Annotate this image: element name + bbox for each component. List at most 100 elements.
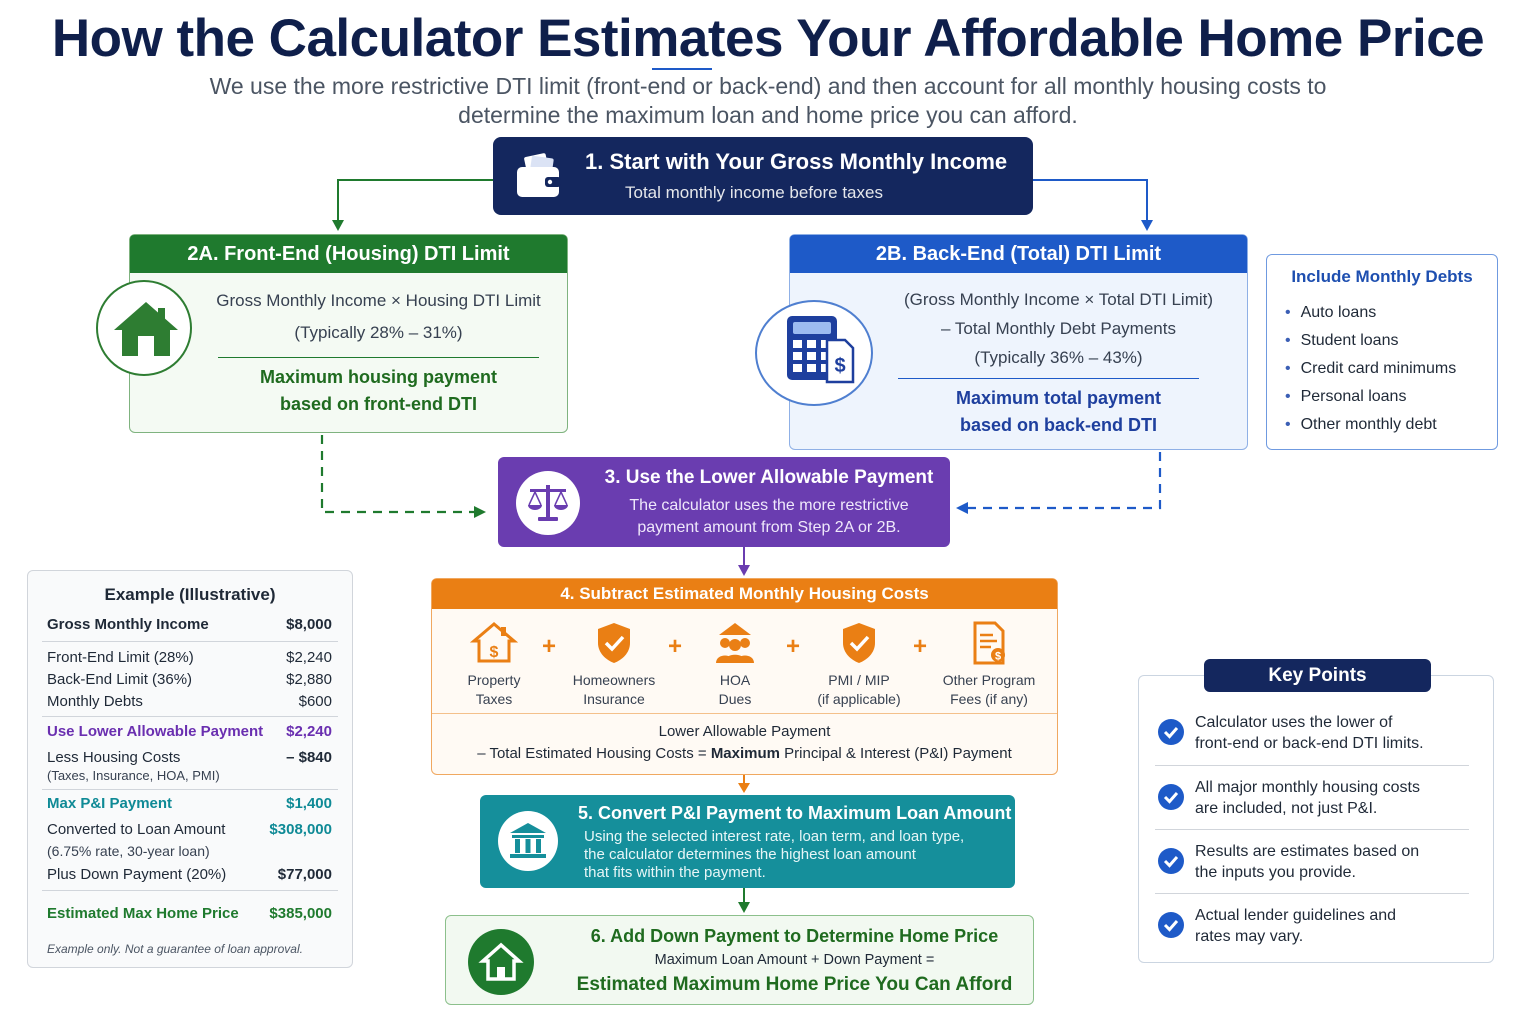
key-point-line1: Actual lender guidelines and <box>1195 907 1397 924</box>
key-point-item: Calculator uses the lower of front-end or… <box>1157 712 1469 772</box>
example-label: Less Housing Costs <box>47 749 181 766</box>
key-points-divider <box>1155 765 1469 766</box>
key-point-line2: front-end or back-end DTI limits. <box>1195 735 1424 752</box>
step2a-result-line2: based on front-end DTI <box>280 394 477 414</box>
debts-heading: Include Monthly Debts <box>1291 267 1473 286</box>
check-circle-icon <box>1158 719 1184 745</box>
plus-sign: + <box>786 633 801 660</box>
example-value: $1,400 <box>286 795 332 812</box>
example-label: Max P&I Payment <box>47 795 173 812</box>
cost-line2: Taxes <box>475 691 513 707</box>
step4-formula-prefix: – Total Estimated Housing Costs = <box>477 745 711 762</box>
page-subtitle: We use the more restrictive DTI limit (f… <box>209 73 1327 128</box>
key-point-line2: the inputs you provide. <box>1195 864 1356 881</box>
step3-icon-circle <box>516 471 580 535</box>
step2a-divider <box>218 357 539 358</box>
example-value: $2,240 <box>286 723 332 740</box>
check-circle-icon <box>1158 784 1184 810</box>
example-value: $600 <box>298 693 332 710</box>
example-row-debts: Monthly Debts $600 <box>47 693 332 710</box>
example-label: Use Lower Allowable Payment <box>47 723 264 740</box>
step2a-icon-circle <box>96 280 192 376</box>
cost-item-property-taxes: $ Property Taxes <box>434 621 554 709</box>
step2b-range: (Typically 36% – 43%) <box>974 348 1143 367</box>
svg-text:$: $ <box>834 355 845 377</box>
cost-item-homeowners-insurance: Homeowners Insurance <box>554 621 674 709</box>
step4-formula-line1: Lower Allowable Payment <box>658 723 831 740</box>
debts-list: Auto loans Student loans Credit card min… <box>1267 299 1497 439</box>
example-costs-sub: (Taxes, Insurance, HOA, PMI) <box>47 768 220 783</box>
step3-heading: 3. Use the Lower Allowable Payment <box>604 467 934 488</box>
shield-check-icon <box>598 623 630 663</box>
cost-line2: (if applicable) <box>817 691 901 707</box>
plus-sign: + <box>913 633 928 660</box>
step6-formula: Maximum Loan Amount + Down Payment = <box>654 952 935 968</box>
step6-heading: 6. Add Down Payment to Determine Home Pr… <box>590 926 999 946</box>
step6-result: Estimated Maximum Home Price You Can Aff… <box>576 974 1013 995</box>
step2a-heading: 2A. Front-End (Housing) DTI Limit <box>130 235 567 273</box>
cost-line1: Property <box>467 672 521 688</box>
example-row-loan: Converted to Loan Amount $308,000 <box>47 821 332 838</box>
example-value: $2,880 <box>286 671 332 688</box>
step4-divider <box>432 713 1057 714</box>
cost-item-hoa-dues: HOA Dues <box>675 621 795 709</box>
key-points-divider <box>1155 829 1469 830</box>
example-row-down: Plus Down Payment (20%) $77,000 <box>47 866 332 883</box>
cost-line1: PMI / MIP <box>828 672 890 688</box>
key-point-line2: are included, not just P&I. <box>1195 800 1378 817</box>
example-divider <box>42 641 338 642</box>
property-tax-icon: $ <box>470 622 518 663</box>
step2b-heading: 2B. Back-End (Total) DTI Limit <box>790 235 1247 273</box>
scale-icon <box>528 485 568 521</box>
cost-line1: Homeowners <box>572 672 656 688</box>
example-label: Gross Monthly Income <box>47 616 209 633</box>
plus-sign: + <box>668 633 683 660</box>
example-heading: Example (Illustrative) <box>104 585 276 604</box>
key-point-item: All major monthly housing costs are inclu… <box>1157 777 1469 837</box>
example-label: Plus Down Payment (20%) <box>47 866 227 883</box>
step6-box: 6. Add Down Payment to Determine Home Pr… <box>445 915 1034 1005</box>
debt-item: Personal loans <box>1285 383 1497 411</box>
document-fee-icon: $ <box>973 621 1005 665</box>
step1-heading: 1. Start with Your Gross Monthly Income <box>585 149 1008 174</box>
key-point-item: Results are estimates based on the inputs… <box>1157 841 1469 901</box>
debt-item: Student loans <box>1285 327 1497 355</box>
example-row-gross: Gross Monthly Income $8,000 <box>47 616 332 633</box>
step1-box: 1. Start with Your Gross Monthly Income … <box>493 137 1033 215</box>
wallet-icon <box>517 153 561 197</box>
svg-text:$: $ <box>995 651 1001 663</box>
people-icon <box>716 623 754 663</box>
step2b-result-line1: Maximum total payment <box>955 388 1162 408</box>
example-value: $308,000 <box>269 821 332 838</box>
house-icon <box>114 302 178 356</box>
page-title: How the Calculator Estimates Your Afford… <box>51 9 1485 68</box>
step2b-formula-line1: (Gross Monthly Income × Total DTI Limit) <box>903 290 1214 309</box>
house-icon <box>478 942 524 981</box>
example-label: Monthly Debts <box>47 693 143 710</box>
step3-box: 3. Use the Lower Allowable Payment The c… <box>498 457 950 547</box>
step2b-icon-circle: $ <box>755 300 873 406</box>
debt-item: Other monthly debt <box>1285 411 1497 439</box>
key-points-divider <box>1155 893 1469 894</box>
step5-line1: Using the selected interest rate, loan t… <box>584 828 965 845</box>
step3-description: The calculator uses the more restrictive… <box>594 495 944 539</box>
example-value: – $840 <box>286 749 332 766</box>
example-value: $385,000 <box>269 905 332 922</box>
monthly-debts-box: Include Monthly Debts Auto loans Student… <box>1266 254 1498 450</box>
calculator-icon: $ <box>787 316 855 384</box>
example-row-lower: Use Lower Allowable Payment $2,240 <box>47 723 332 740</box>
cost-line2: Insurance <box>583 691 645 707</box>
step3-line1: The calculator uses the more restrictive <box>629 497 909 514</box>
step5-line2: the calculator determines the highest lo… <box>584 846 916 863</box>
example-row-pi: Max P&I Payment $1,400 <box>47 795 332 812</box>
example-row-back: Back-End Limit (36%) $2,880 <box>47 671 332 688</box>
check-circle-icon <box>1158 848 1184 874</box>
cost-line2: Dues <box>718 691 752 707</box>
example-panel: Example (Illustrative) Gross Monthly Inc… <box>27 570 353 968</box>
step5-icon-circle <box>498 811 558 871</box>
step2a-box: 2A. Front-End (Housing) DTI Limit Gross … <box>129 234 568 433</box>
example-divider <box>42 716 338 717</box>
step2a-range: (Typically 28% – 31%) <box>294 323 463 342</box>
shield-check-icon <box>843 623 875 663</box>
step2b-box: 2B. Back-End (Total) DTI Limit (Gross Mo… <box>789 234 1248 450</box>
